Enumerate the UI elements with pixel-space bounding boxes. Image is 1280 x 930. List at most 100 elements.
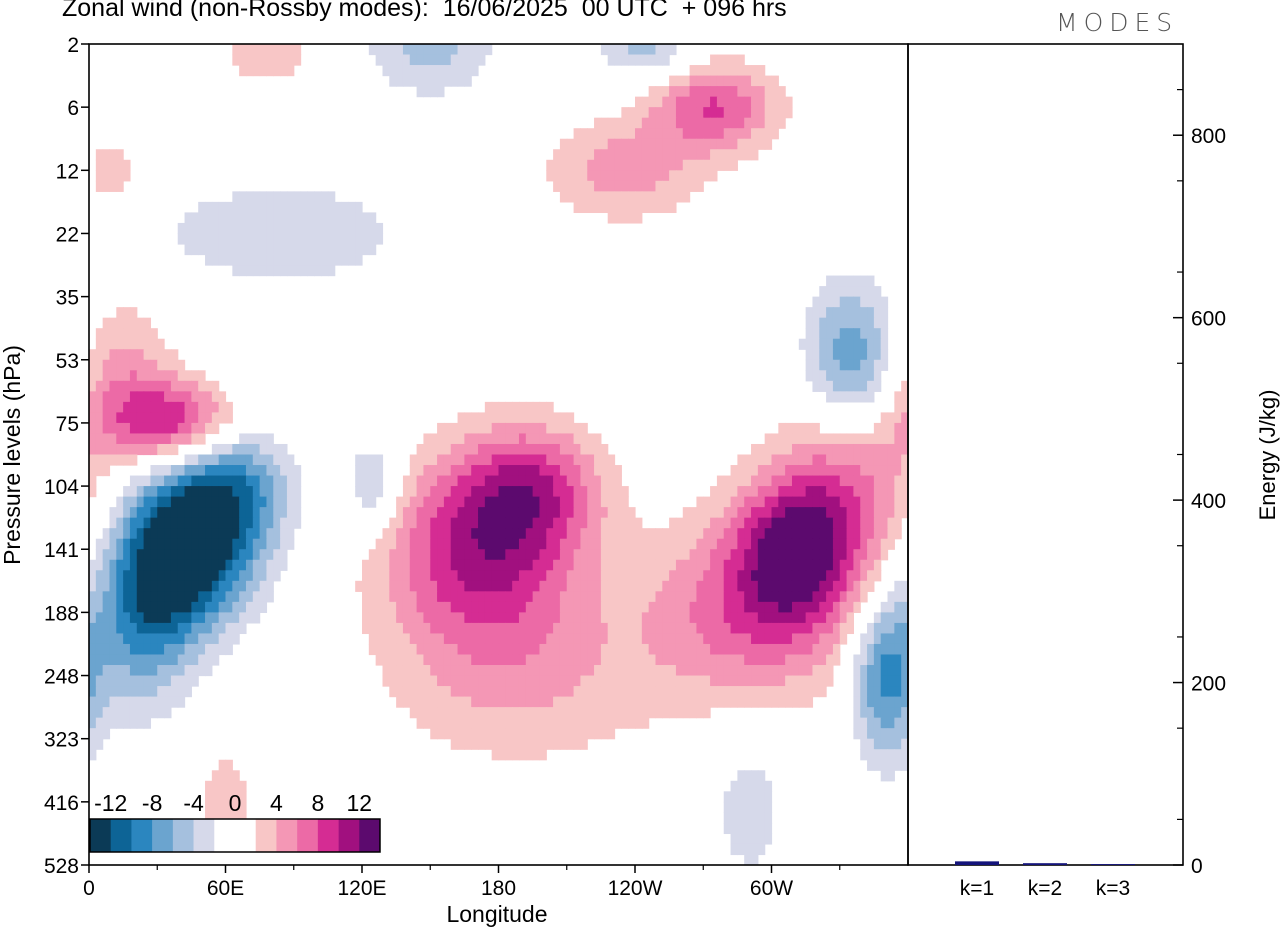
heatmap-cell <box>682 538 691 550</box>
heatmap-cell <box>211 201 220 214</box>
heatmap-cell <box>710 633 718 645</box>
heatmap-cell <box>273 233 281 245</box>
heatmap-cell <box>737 454 745 466</box>
heatmap-cell <box>771 507 779 519</box>
heatmap-cell <box>409 601 418 613</box>
heatmap-cell <box>546 675 554 687</box>
heatmap-cell <box>450 686 459 698</box>
heatmap-cell <box>614 475 622 487</box>
heatmap-cell <box>109 559 117 571</box>
heatmap-cell <box>478 570 486 582</box>
heatmap-cell <box>853 580 861 592</box>
heatmap-cell <box>368 486 377 498</box>
heatmap-cell <box>259 433 268 445</box>
heatmap-cell <box>225 201 233 214</box>
heatmap-cell <box>150 412 158 424</box>
heatmap-cell <box>478 44 486 56</box>
heatmap-cell <box>546 665 554 677</box>
heatmap-cell <box>382 549 390 561</box>
heatmap-cell <box>211 528 220 540</box>
heatmap-cell <box>764 107 773 119</box>
heatmap-cell <box>832 286 841 298</box>
heatmap-cell <box>402 580 411 592</box>
heatmap-cell <box>423 65 431 77</box>
heatmap-cell <box>437 538 445 550</box>
heatmap-cell <box>655 549 663 561</box>
heatmap-cell <box>901 412 909 424</box>
heatmap-cell <box>751 675 759 687</box>
heatmap-cell <box>109 633 117 645</box>
heatmap-cell <box>177 559 186 571</box>
heatmap-cell <box>136 528 145 540</box>
heatmap-cell <box>682 149 691 161</box>
heatmap-cell <box>894 528 902 540</box>
heatmap-cell <box>280 559 288 571</box>
heatmap-cell <box>314 265 322 277</box>
heatmap-cell <box>136 686 145 698</box>
heatmap-cell <box>512 507 520 519</box>
heatmap-cell <box>675 675 684 687</box>
heatmap-cell <box>559 738 568 750</box>
heatmap-cell <box>505 686 513 698</box>
heatmap-cell <box>696 686 704 698</box>
heatmap-cell <box>239 559 247 571</box>
heatmap-cell <box>478 496 486 508</box>
heatmap-cell <box>539 570 547 582</box>
heatmap-cell <box>764 812 773 824</box>
heatmap-cell <box>675 601 684 613</box>
heatmap-cell <box>252 528 261 540</box>
heatmap-cell <box>416 465 425 477</box>
heatmap-cell <box>150 538 158 550</box>
heatmap-cell <box>129 496 138 508</box>
heatmap-cell <box>826 643 834 656</box>
heatmap-cell <box>832 528 841 540</box>
heatmap-cell <box>484 507 493 519</box>
heatmap-cell <box>409 54 418 66</box>
heatmap-cell <box>150 496 158 508</box>
heatmap-cell <box>450 580 459 592</box>
bar-category-label: k=1 <box>960 877 994 900</box>
heatmap-cell <box>655 675 663 687</box>
heatmap-cell <box>396 601 404 613</box>
heatmap-cell <box>826 475 834 487</box>
heatmap-cell <box>614 601 622 613</box>
heatmap-cell <box>218 465 227 477</box>
heatmap-cell <box>696 665 704 677</box>
heatmap-cell <box>600 201 609 214</box>
heatmap-cell <box>662 54 670 66</box>
heatmap-cell <box>430 717 438 729</box>
heatmap-cell <box>587 686 595 698</box>
heatmap-cell <box>873 307 882 319</box>
heatmap-cell <box>819 612 827 624</box>
heatmap-cell <box>607 212 616 224</box>
heatmap-cell <box>812 507 820 519</box>
heatmap-cell <box>109 643 117 656</box>
heatmap-cell <box>675 654 684 666</box>
heatmap-cell <box>457 496 465 508</box>
heatmap-cell <box>457 538 465 550</box>
heatmap-cell <box>860 496 868 508</box>
heatmap-cell <box>573 591 581 603</box>
heatmap-cell <box>539 622 547 635</box>
heatmap-cell <box>437 517 445 529</box>
heatmap-cell <box>566 675 575 687</box>
heatmap-cell <box>867 496 875 508</box>
heatmap-cell <box>245 65 254 77</box>
heatmap-cell <box>607 528 616 540</box>
heatmap-cell <box>164 380 172 392</box>
heatmap-cell <box>566 412 575 424</box>
heatmap-cell <box>191 633 199 645</box>
heatmap-cell <box>559 675 568 687</box>
heatmap-cell <box>102 570 111 582</box>
heatmap-cell <box>614 622 622 635</box>
heatmap-cell <box>880 433 889 445</box>
heatmap-cell <box>703 128 711 140</box>
heatmap-cell <box>505 507 513 519</box>
heatmap-cell <box>532 675 541 687</box>
heatmap-cell <box>368 465 377 477</box>
heatmap-cell <box>450 717 459 729</box>
heatmap-cell <box>628 643 636 656</box>
heatmap-cell <box>191 622 199 635</box>
heatmap-cell <box>518 401 527 413</box>
heatmap-cell <box>491 633 500 645</box>
